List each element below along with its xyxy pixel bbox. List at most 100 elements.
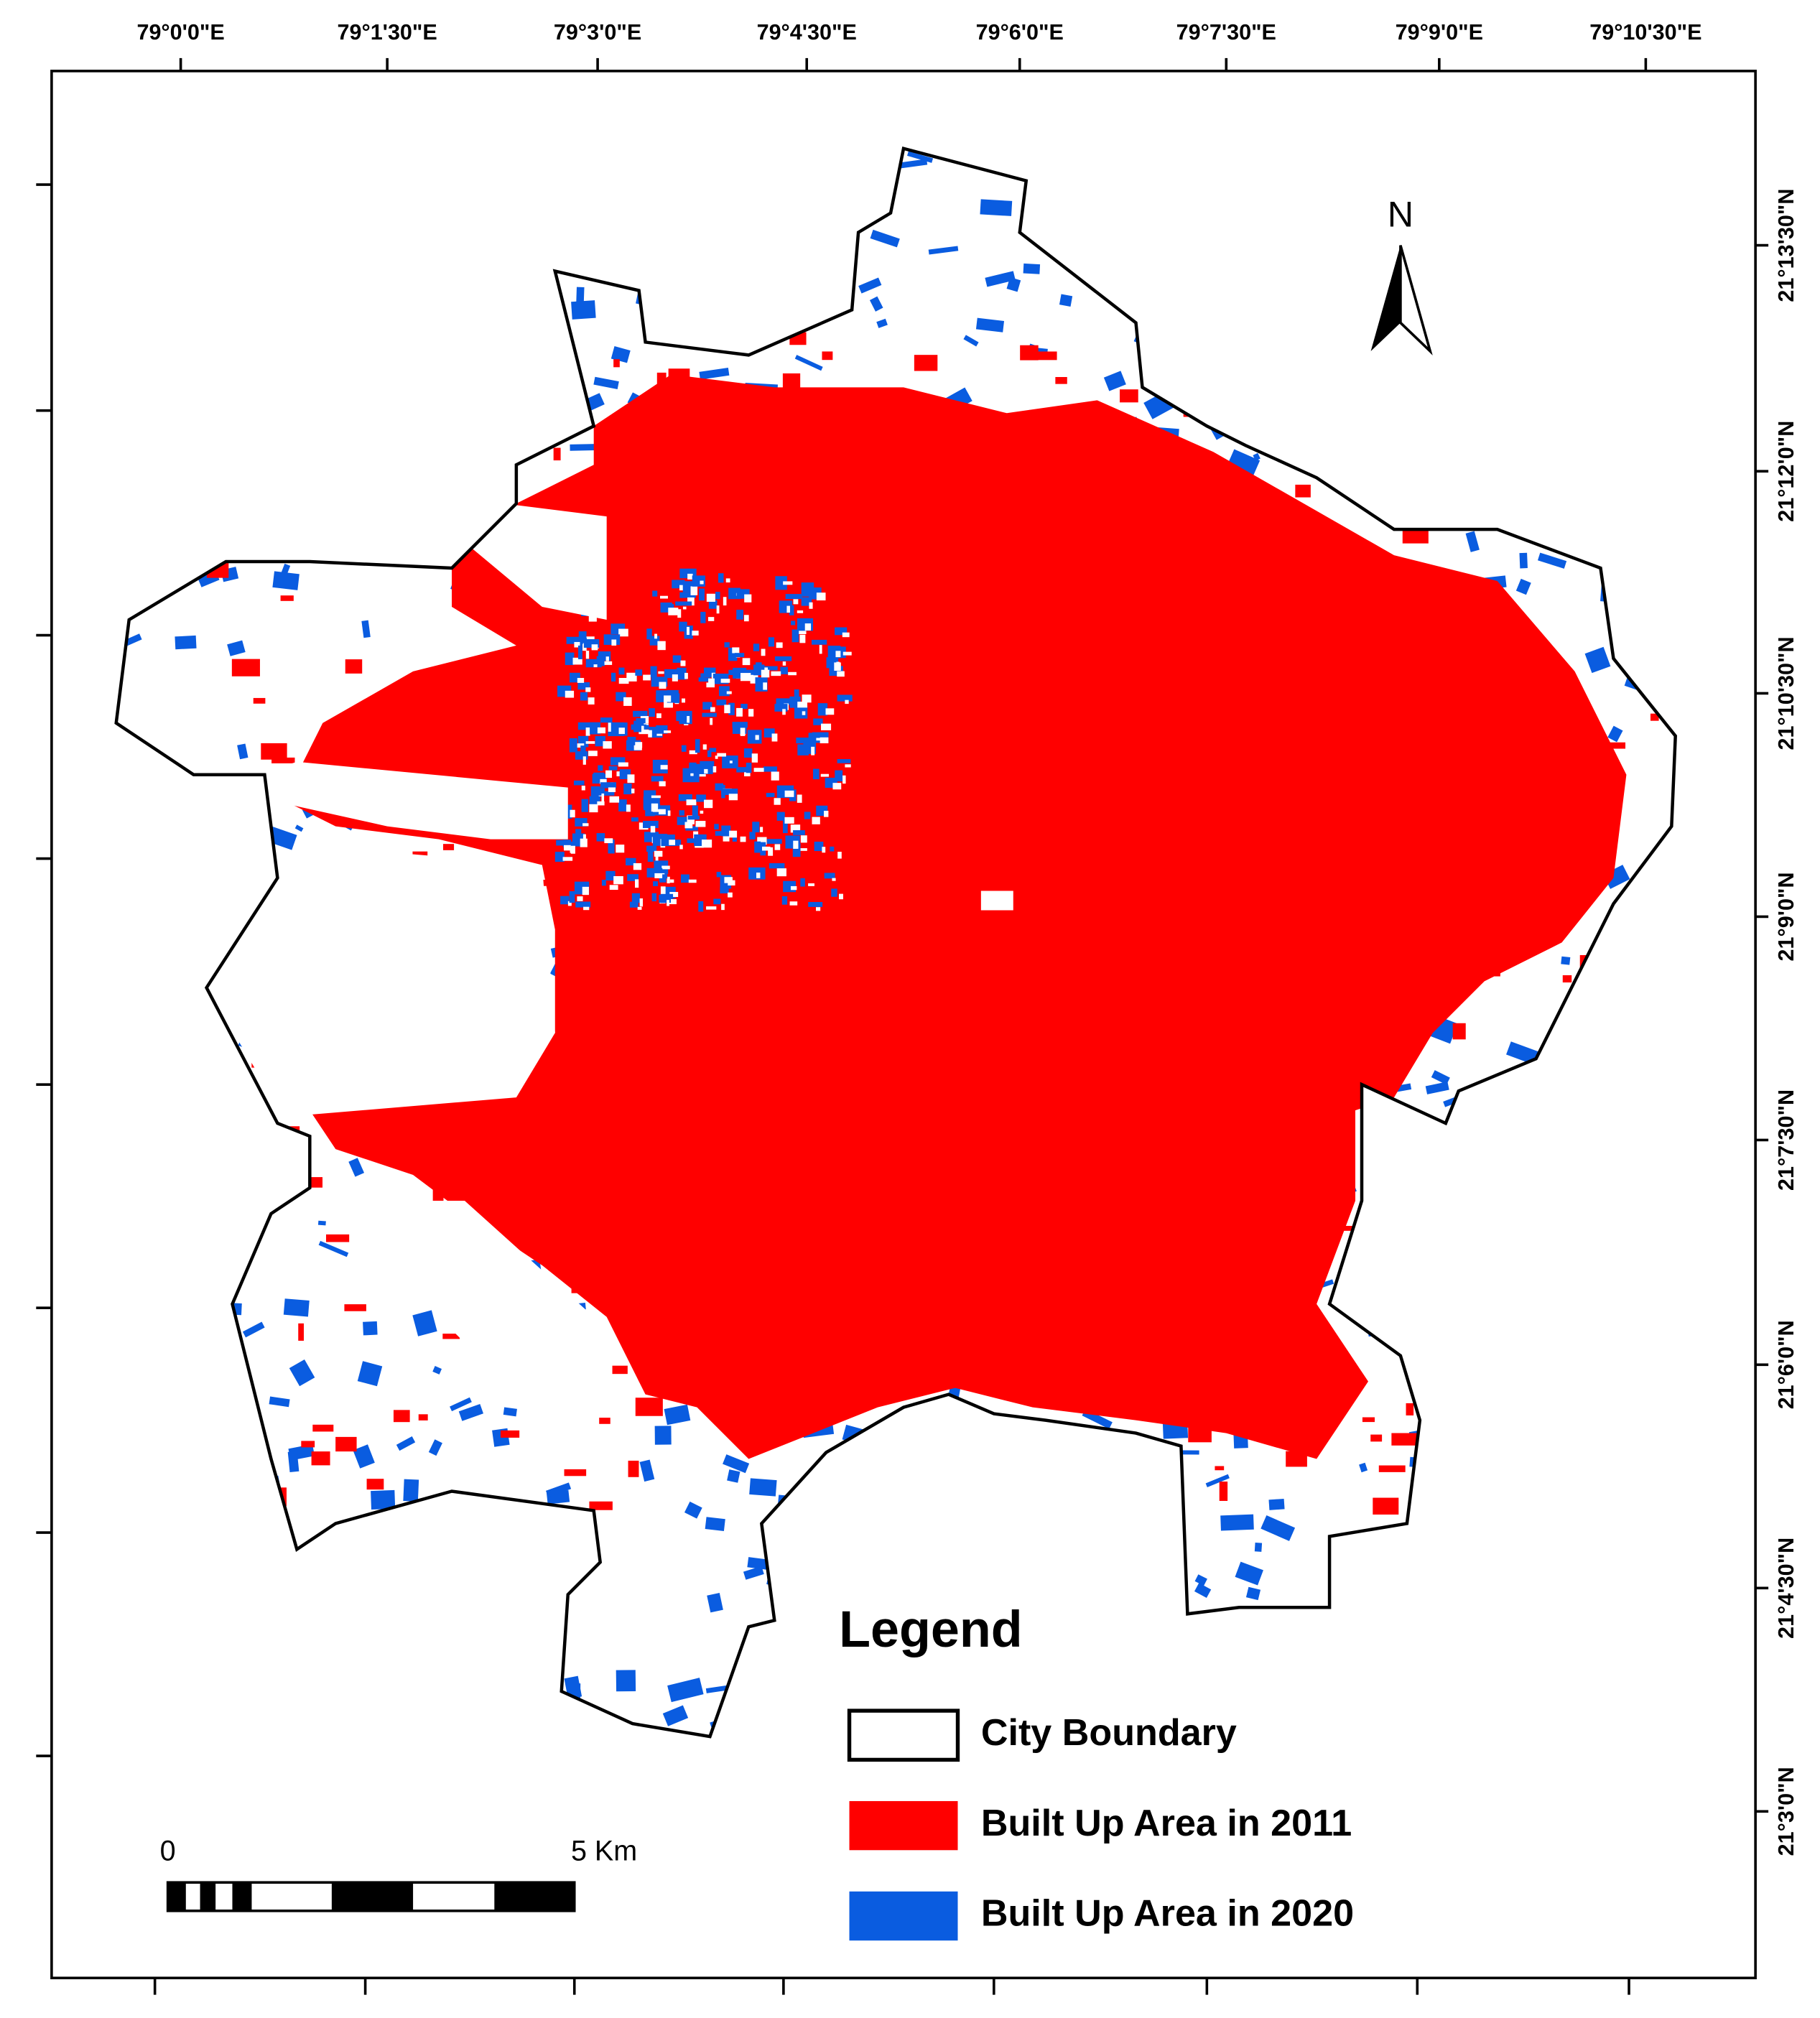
open-land [656, 713, 661, 718]
built-up-2020 [808, 733, 815, 743]
built-up-2011 [597, 952, 619, 964]
open-land [743, 615, 749, 622]
built-up-2011 [1562, 975, 1572, 983]
built-up-2011 [1065, 986, 1073, 998]
open-land [800, 835, 807, 843]
built-up-2020 [728, 669, 735, 676]
open-land [761, 648, 766, 656]
built-up-2020 [699, 368, 730, 380]
built-up-2020 [608, 766, 618, 771]
open-land [700, 580, 704, 585]
built-up-2020 [595, 735, 605, 747]
built-up-2011 [1235, 799, 1244, 806]
built-up-2020 [743, 748, 753, 758]
built-up-2011 [599, 1418, 610, 1424]
scale-end: 5 Km [571, 1835, 637, 1866]
open-land [603, 741, 612, 749]
built-up-2020 [610, 757, 626, 766]
built-up-2020 [769, 862, 785, 869]
built-up-2011 [941, 1005, 968, 1024]
built-up-2011 [567, 776, 578, 785]
north-arrow-left [1370, 245, 1401, 352]
open-land [589, 804, 598, 813]
built-up-2020 [593, 788, 605, 796]
built-up-2020 [794, 706, 808, 719]
open-land [608, 787, 616, 792]
open-land [669, 892, 679, 898]
built-up-2011 [1020, 345, 1039, 361]
built-up-2020 [828, 656, 833, 666]
open-land [684, 672, 688, 679]
built-up-2020 [792, 842, 801, 857]
built-up-2020 [605, 870, 616, 881]
built-up-2020 [1235, 1561, 1263, 1586]
open-land [583, 906, 590, 911]
open-land [832, 783, 842, 790]
built-up-2011 [1473, 794, 1479, 801]
built-up-2011 [1102, 885, 1127, 890]
built-up-2020 [412, 1310, 437, 1336]
built-up-2011 [1650, 713, 1659, 721]
built-up-2020 [1515, 578, 1531, 595]
open-land [565, 690, 575, 698]
built-up-2011 [683, 1087, 710, 1101]
longitude-label: 79°0'0"E [136, 20, 224, 45]
built-up-2011 [271, 757, 295, 763]
built-up-2020 [1519, 552, 1528, 569]
built-up-2011 [502, 755, 519, 764]
built-up-2020 [742, 669, 756, 676]
open-land [650, 826, 656, 833]
built-up-2020 [650, 666, 657, 677]
longitude-label: 79°3'0"E [554, 20, 641, 45]
built-up-2011 [695, 1121, 723, 1138]
built-up-2020 [575, 751, 588, 760]
open-land [809, 602, 813, 609]
open-land [609, 796, 620, 803]
built-up-2020 [708, 600, 718, 609]
open-land [790, 885, 797, 891]
open-land [581, 786, 585, 791]
built-up-2020 [678, 794, 692, 801]
built-up-2011 [553, 447, 561, 461]
open-land [616, 771, 621, 777]
built-up-2020 [631, 817, 639, 822]
scale-bar-segment [232, 1882, 252, 1911]
built-up-2011 [577, 936, 598, 948]
open-land [728, 794, 738, 801]
scale-bar-segment [494, 1882, 575, 1911]
open-land [824, 810, 829, 817]
built-up-2020 [1465, 531, 1480, 552]
built-up-2011 [1529, 705, 1543, 722]
built-up-2020 [566, 636, 583, 644]
built-up-2020 [747, 1557, 770, 1571]
open-land [582, 886, 589, 896]
built-up-2020 [633, 710, 648, 717]
built-up-2011 [1529, 851, 1538, 863]
built-up-2011 [644, 1244, 667, 1250]
built-up-2011 [353, 728, 367, 744]
scale-bar-segment [331, 1882, 414, 1911]
built-up-2020 [652, 590, 658, 597]
open-land [672, 674, 678, 682]
open-land [597, 727, 606, 734]
open-land [654, 850, 663, 857]
built-up-2020 [432, 1366, 442, 1375]
built-up-2020 [403, 1479, 419, 1502]
built-up-2020 [575, 818, 588, 827]
built-up-2020 [656, 725, 668, 734]
built-up-2011 [985, 485, 1006, 491]
built-up-2011 [261, 743, 287, 760]
open-land [755, 735, 759, 740]
built-up-2011 [1159, 640, 1180, 650]
built-up-2020 [721, 825, 731, 837]
open-land [605, 656, 609, 661]
open-land [661, 865, 670, 870]
built-up-2011 [284, 374, 1627, 1459]
built-up-2011 [1254, 952, 1264, 965]
open-land [716, 605, 720, 614]
built-up-2020 [601, 791, 615, 796]
built-up-2011 [1118, 683, 1144, 697]
built-up-2011 [1044, 910, 1072, 922]
built-up-2020 [687, 838, 698, 843]
built-up-2020 [593, 376, 619, 389]
